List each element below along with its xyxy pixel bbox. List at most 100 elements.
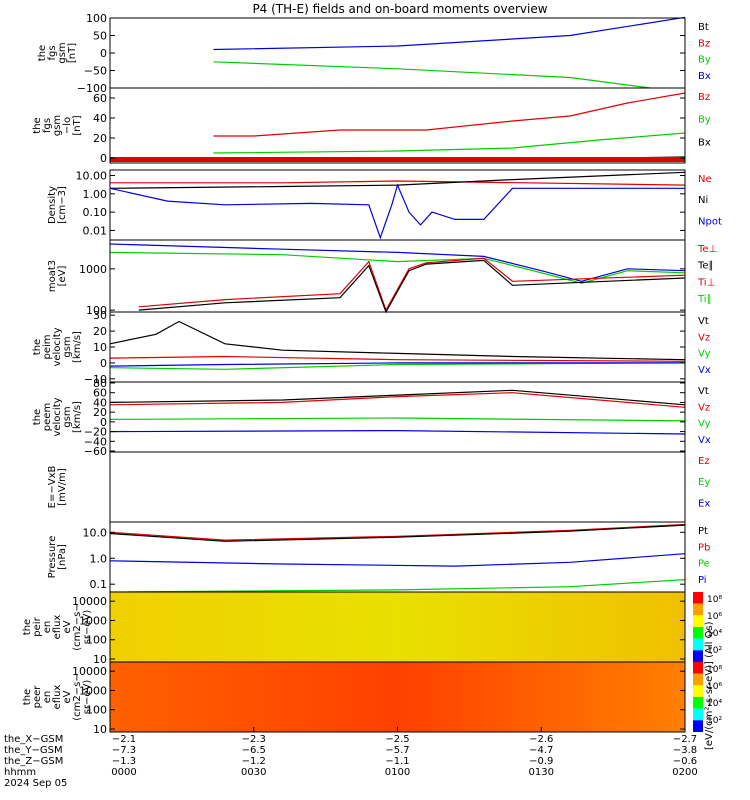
- x-axis-value: −2.6: [529, 734, 553, 745]
- y-tick-label: 1000: [79, 263, 107, 276]
- x-axis-value: −3.8: [673, 745, 697, 756]
- y-tick-label: 40: [93, 396, 107, 409]
- panel-9: 10⁸10⁶10⁴10²10000100010010thepeireneflux…: [22, 591, 722, 666]
- y-tick-label: 20: [93, 325, 107, 338]
- y-axis-label: thepeemvelocitygsm[km/s]: [32, 397, 83, 436]
- x-axis-value: −5.7: [385, 745, 409, 756]
- y-axis-label-line: Density: [47, 186, 58, 224]
- x-axis-value: −2.7: [673, 734, 697, 745]
- series-line-blue: [109, 362, 685, 367]
- x-axis-row-label: the_Y−GSM: [4, 745, 63, 756]
- colorbar-band: [693, 662, 703, 674]
- y-axis-label-line: [cm−3]: [57, 186, 68, 224]
- y-tick-label: 1000: [79, 614, 107, 627]
- y-axis-label-line: peem: [42, 403, 53, 431]
- y-axis-label-line: peir: [32, 616, 43, 636]
- y-tick-label: 10.00: [76, 170, 108, 183]
- y-tick-label: 40: [93, 112, 107, 125]
- y-tick-label: −50: [84, 65, 107, 78]
- panel-8: 10.0 1.0 0.1 Pressure[nPa] Pt Pb Pe Pi: [47, 521, 710, 593]
- panel-7: E=−VxB[mV/m] Ez Ey Ex: [47, 451, 710, 523]
- colorbar-unit-label: [eV/(cm²-s-sr-eV)] (All Qs): [704, 621, 715, 750]
- series-line-red: [213, 92, 686, 137]
- legend-entry: Pt: [698, 526, 708, 537]
- y-axis-label-line: the: [22, 619, 33, 635]
- x-axis-value: −2.5: [385, 734, 409, 745]
- y-axis-label-line: −lo: [62, 117, 73, 134]
- legend-entry: Npot: [698, 216, 722, 227]
- series-line-black: [109, 389, 686, 406]
- y-axis-label-line: [eV]: [57, 266, 68, 287]
- legend-entry: Bx: [698, 71, 711, 82]
- panel-frame: [109, 451, 686, 523]
- y-axis-label-line: the: [32, 117, 43, 133]
- y-tick-label: 0: [100, 357, 107, 370]
- series-line-green: [109, 579, 686, 593]
- y-tick-label: 60: [93, 92, 107, 105]
- y-axis-label-line: fgs: [47, 45, 58, 60]
- panel-3: 10.00 1.00 0.10 0.01 Density[cm−3] Ne Ni Npot: [47, 169, 722, 241]
- x-axis-value: −6.5: [242, 745, 266, 756]
- legend-entry: Vx: [698, 435, 711, 446]
- series-line-black: [138, 259, 686, 314]
- y-tick-label: −100: [77, 82, 107, 95]
- panels: 100500−50−100thefgsgsm[nT]BtBzByBx604020…: [22, 12, 722, 736]
- colorbar-band: [693, 697, 703, 709]
- y-axis-label-line: gsm: [62, 406, 73, 427]
- legend-entry: Vy: [698, 349, 711, 360]
- y-axis-label-line: (cm2−s−: [72, 603, 83, 650]
- y-axis-label: thefgsgsm[nT]: [37, 42, 78, 63]
- colorbar-band: [693, 720, 703, 732]
- y-tick-label: 60: [93, 387, 107, 400]
- colorbar-tick-label: 10⁶: [707, 682, 722, 692]
- y-tick-label: 0.1: [90, 578, 108, 591]
- series-line-blue: [109, 183, 685, 240]
- panel-10: 10⁸10⁶10⁴10²10000100010010thepeereneflux…: [22, 661, 722, 736]
- y-tick-label: 100: [86, 12, 107, 25]
- y-tick-label: 0: [100, 47, 107, 60]
- y-tick-label: 0.10: [83, 206, 108, 219]
- y-axis-label: E=−VxB[mV/m]: [47, 466, 68, 509]
- y-tick-label: 1.0: [90, 552, 108, 565]
- y-axis-label-line: E=−VxB: [47, 466, 58, 509]
- series-line-green: [213, 61, 651, 89]
- legend-entry: Pe: [698, 559, 710, 570]
- legend-entry: Ti⊥: [697, 277, 715, 288]
- x-axis-row-label: the_X−GSM: [4, 734, 63, 745]
- legend-entry: Pb: [698, 542, 710, 553]
- y-tick-label: 80: [93, 377, 107, 390]
- legend-entry: Ni: [698, 195, 708, 206]
- y-tick-label: 10000: [72, 595, 107, 608]
- legend-entry: Vy: [698, 419, 711, 430]
- y-axis-label: thepeirenefluxeV(cm2−s−sr−eV): [22, 603, 93, 650]
- y-tick-label: −60: [84, 445, 107, 458]
- x-axis-value: −1.2: [242, 756, 266, 767]
- colorbar-band: [693, 638, 703, 651]
- y-axis-label-line: the: [32, 339, 43, 355]
- y-axis-label-line: eV: [62, 620, 73, 633]
- colorbar-tick-label: 10⁸: [707, 595, 722, 605]
- y-tick-label: −10: [84, 373, 107, 386]
- series-line-red: [110, 180, 686, 186]
- y-tick-label: 30: [93, 309, 107, 322]
- spectrogram-image: [110, 662, 685, 732]
- legend-entry: Vz: [698, 332, 710, 343]
- panel-2: 60 40 20 0 thefgsgsm−lo[nT] Bz By Bx: [32, 87, 711, 165]
- y-axis-label: moat3[eV]: [47, 260, 68, 292]
- y-tick-label: 100: [86, 304, 107, 317]
- legend-entry: By: [698, 55, 711, 66]
- y-tick-label: 10: [93, 653, 107, 666]
- x-axis-value: 0200: [672, 767, 697, 778]
- series-line-black: [109, 524, 686, 542]
- panel-frame: [109, 17, 686, 89]
- x-axis-row-label: hhmm: [4, 767, 36, 778]
- y-tick-label: 20: [93, 132, 107, 145]
- legend-entry: Ne: [698, 174, 712, 185]
- colorbar: 10⁸ 10⁶ 10⁴ 10²: [693, 592, 722, 662]
- colorbar-band: [693, 603, 703, 616]
- y-axis-label-line: velocity: [52, 397, 63, 436]
- series-line-blue: [109, 243, 686, 282]
- series-line-red: [138, 257, 686, 312]
- series-line-blue: [213, 16, 686, 51]
- y-axis-label-line: gsm: [52, 115, 63, 136]
